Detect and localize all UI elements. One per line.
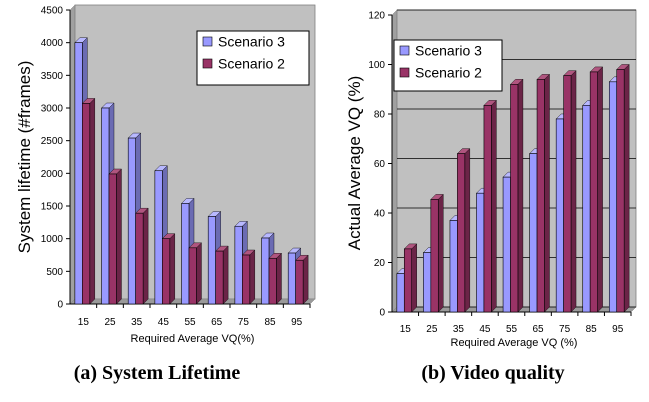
bar	[423, 252, 432, 313]
y-tick-label: 2000	[41, 169, 64, 180]
bar	[582, 105, 591, 313]
y-tick-label: 1000	[41, 234, 64, 245]
legend-swatch	[399, 67, 410, 78]
y-tick-label: 0	[379, 308, 385, 319]
bar	[563, 75, 572, 313]
legend-swatch	[399, 45, 410, 56]
y-tick-label: 60	[374, 159, 386, 170]
bar-side	[517, 78, 524, 313]
bar	[135, 212, 144, 305]
bar-side	[623, 63, 630, 313]
x-tick-label: 75	[238, 317, 250, 328]
y-axis-label: System lifetime (#frames)	[15, 61, 34, 254]
bar	[616, 69, 625, 313]
legend-box	[196, 30, 310, 86]
bar	[215, 250, 224, 305]
x-tick-label: 25	[426, 324, 438, 335]
y-tick-label: 20	[374, 258, 386, 269]
bar	[188, 247, 197, 305]
bar	[589, 71, 598, 313]
bar-side	[570, 70, 577, 313]
legend-box	[393, 39, 503, 92]
y-axis-label: Actual Average VQ (%)	[345, 76, 364, 251]
x-tick-label: 15	[78, 317, 90, 328]
y-tick-label: 3500	[41, 71, 64, 82]
bar	[82, 103, 91, 305]
bar	[555, 118, 564, 313]
bar	[154, 170, 163, 305]
x-tick-label: 95	[612, 324, 624, 335]
y-tick-label: 4000	[41, 38, 64, 49]
x-tick-label: 85	[264, 317, 276, 328]
bar	[608, 81, 618, 313]
bar-side	[491, 99, 497, 313]
x-tick-label: 65	[211, 317, 223, 328]
bar	[403, 248, 413, 313]
bar	[476, 192, 485, 313]
y-tick-label: 100	[368, 60, 385, 71]
x-tick-label: 65	[532, 324, 544, 335]
y-tick-label: 40	[374, 209, 386, 220]
bar-side	[411, 243, 417, 313]
plot-group: 0 20 40 60 80 100 120 15 25 35 45 55 65 75 85 95 Require…	[345, 9, 637, 349]
legend-label: Scenario 3	[415, 43, 482, 59]
y-tick-label: 3000	[41, 104, 64, 115]
bar-side	[597, 66, 603, 313]
y-tick-label: 80	[374, 110, 386, 121]
y-tick-label: 120	[368, 11, 385, 22]
x-tick-label: 95	[291, 317, 303, 328]
bar	[529, 153, 538, 313]
bar	[536, 79, 545, 313]
legend-swatch	[202, 58, 213, 69]
legend-swatch	[202, 36, 213, 47]
x-tick-label: 25	[104, 317, 116, 328]
bar	[396, 273, 405, 313]
x-tick-label: 75	[559, 324, 571, 335]
y-tick-label: 2500	[41, 136, 64, 147]
x-axis-label: Required Average VQ (%)	[451, 337, 578, 349]
x-tick-label: 55	[506, 324, 518, 335]
y-tick-label: 500	[46, 267, 63, 278]
bar	[162, 238, 171, 305]
legend-label: Scenario 2	[415, 65, 482, 81]
bar	[242, 254, 251, 305]
plot-group: 0 500 1000 1500 2000 2500 3000 3500 4000 4500 15 25…	[15, 4, 316, 345]
bar	[449, 220, 458, 313]
x-tick-label: 45	[479, 324, 491, 335]
bar-side	[544, 73, 550, 313]
bar	[295, 259, 304, 305]
bar	[510, 84, 519, 313]
x-tick-label: 55	[184, 317, 196, 328]
bar	[502, 176, 511, 313]
bar-side	[438, 193, 444, 313]
legend-label: Scenario 2	[218, 56, 285, 72]
y-tick-label: 4500	[41, 6, 64, 17]
bar	[483, 105, 492, 313]
x-tick-label: 85	[586, 324, 598, 335]
x-tick-label: 45	[158, 317, 170, 328]
bar	[268, 257, 277, 305]
y-tick-label: 1500	[41, 202, 64, 213]
bar	[457, 153, 466, 313]
bar	[430, 199, 439, 313]
legend-label: Scenario 3	[218, 34, 285, 50]
bar-side	[464, 148, 471, 313]
bar	[108, 173, 117, 305]
caption-system-lifetime: (a) System Lifetime	[73, 362, 241, 384]
y-tick-label: 0	[57, 300, 63, 311]
x-tick-label: 35	[131, 317, 143, 328]
x-tick-label: 15	[400, 324, 412, 335]
x-axis-label: Required Average VQ(%)	[131, 333, 255, 345]
caption-video-quality: (b) Video quality	[421, 362, 565, 384]
x-tick-label: 35	[453, 324, 465, 335]
